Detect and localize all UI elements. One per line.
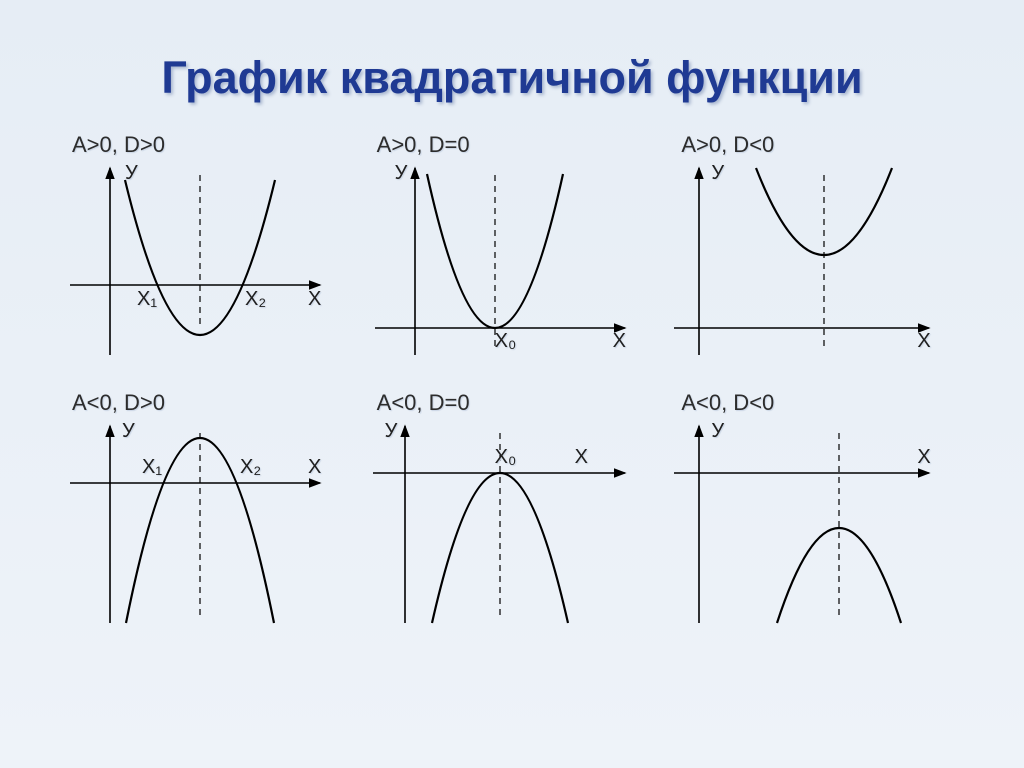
axis-label: У (125, 162, 138, 185)
axis-label: X (575, 446, 588, 469)
axis-label: X₂ (245, 288, 266, 311)
plot-cell-4: A<0, D=0У X X₀ (365, 390, 660, 628)
axis-label: У (385, 420, 398, 443)
plot-condition: A>0, D=0 (365, 132, 660, 160)
axis-label: X (308, 456, 321, 479)
plot-cell-5: A<0, D<0УX (669, 390, 964, 628)
page-title: График квадратичной функции (0, 0, 1024, 122)
axis-label: X₀ (495, 330, 517, 353)
axis-label: X (917, 330, 930, 353)
plot-cell-1: A>0, D=0У X X₀ (365, 132, 660, 370)
plot-cell-2: A>0, D<0УX (669, 132, 964, 370)
axis-label: X (613, 330, 626, 353)
plot-canvas: УX (669, 418, 949, 628)
plot-cell-3: A<0, D>0У X X₁ X₂ (60, 390, 355, 628)
axis-label: У (711, 162, 724, 185)
plot-canvas: У X X₁ X₂ (60, 418, 340, 628)
plot-canvas: УX (669, 160, 949, 370)
plot-condition: A<0, D<0 (669, 390, 964, 418)
plot-condition: A<0, D>0 (60, 390, 355, 418)
plot-canvas: У X X₁ X₂ (60, 160, 340, 370)
axis-label: X (917, 446, 930, 469)
axis-label: X₁ (142, 456, 162, 479)
axis-label: X (308, 288, 321, 311)
axis-label: У (711, 420, 724, 443)
plots-grid: A>0, D>0УXX₁X₂A>0, D=0УXX₀A>0, D<0УXA<0,… (0, 122, 1024, 648)
plot-condition: A>0, D>0 (60, 132, 355, 160)
plot-cell-0: A>0, D>0У X X₁ X₂ (60, 132, 355, 370)
axis-label: X₀ (495, 446, 517, 469)
plot-canvas: У X X₀ (365, 160, 645, 370)
plot-condition: A<0, D=0 (365, 390, 660, 418)
plot-canvas: У X X₀ (365, 418, 645, 628)
title-text: График квадратичной функции (161, 52, 862, 103)
axis-label: X₁ (137, 288, 157, 311)
plot-condition: A>0, D<0 (669, 132, 964, 160)
axis-label: У (395, 162, 408, 185)
axis-label: X₂ (240, 456, 261, 479)
axis-label: У (122, 420, 135, 443)
